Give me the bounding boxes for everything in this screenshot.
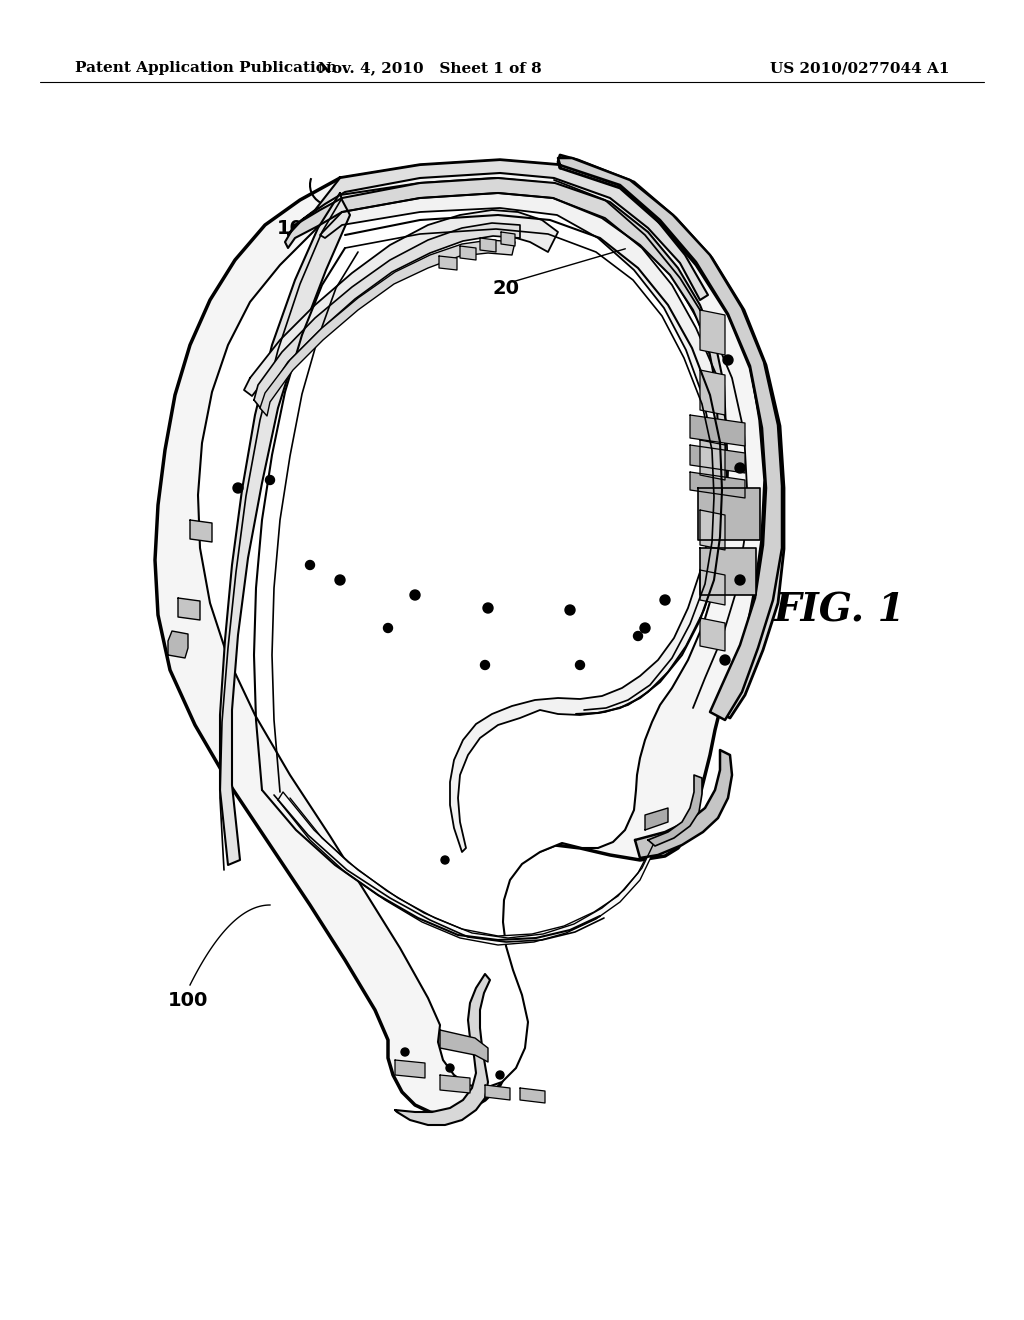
Polygon shape <box>288 160 708 300</box>
Circle shape <box>410 590 420 601</box>
Polygon shape <box>260 240 515 416</box>
Polygon shape <box>690 445 745 473</box>
Polygon shape <box>439 256 457 271</box>
Circle shape <box>480 660 489 669</box>
Polygon shape <box>700 440 725 480</box>
Polygon shape <box>700 618 725 651</box>
Circle shape <box>384 623 392 632</box>
Polygon shape <box>190 520 212 543</box>
Polygon shape <box>198 178 727 1088</box>
Text: Patent Application Publication: Patent Application Publication <box>75 61 337 75</box>
Polygon shape <box>244 210 558 396</box>
Polygon shape <box>558 154 784 718</box>
Polygon shape <box>700 570 725 605</box>
Circle shape <box>446 1064 454 1072</box>
Polygon shape <box>690 414 745 446</box>
Circle shape <box>483 603 493 612</box>
Polygon shape <box>155 160 765 1115</box>
Circle shape <box>441 855 449 865</box>
Text: 10: 10 <box>276 219 303 238</box>
Polygon shape <box>440 1074 470 1093</box>
Polygon shape <box>635 750 732 858</box>
Circle shape <box>305 561 314 569</box>
Polygon shape <box>278 792 652 945</box>
Polygon shape <box>648 775 702 846</box>
Polygon shape <box>700 548 756 595</box>
Polygon shape <box>460 246 476 260</box>
Polygon shape <box>501 232 515 246</box>
Circle shape <box>575 660 585 669</box>
Text: 20: 20 <box>493 279 519 297</box>
Text: Nov. 4, 2010   Sheet 1 of 8: Nov. 4, 2010 Sheet 1 of 8 <box>318 61 542 75</box>
Circle shape <box>401 1048 409 1056</box>
Circle shape <box>735 463 745 473</box>
Circle shape <box>720 655 730 665</box>
Polygon shape <box>700 370 725 414</box>
Circle shape <box>233 483 243 492</box>
Polygon shape <box>700 510 725 550</box>
Circle shape <box>735 576 745 585</box>
Polygon shape <box>485 1085 510 1100</box>
Polygon shape <box>395 974 490 1125</box>
Polygon shape <box>395 1060 425 1078</box>
Circle shape <box>634 631 642 640</box>
Polygon shape <box>254 223 520 411</box>
Circle shape <box>265 475 274 484</box>
Polygon shape <box>480 238 496 252</box>
Circle shape <box>723 355 733 366</box>
Text: FIG. 1: FIG. 1 <box>774 591 906 630</box>
Polygon shape <box>690 473 745 498</box>
Polygon shape <box>168 631 188 657</box>
Polygon shape <box>698 488 760 540</box>
Polygon shape <box>319 193 728 851</box>
Polygon shape <box>440 1030 488 1063</box>
Circle shape <box>640 623 650 634</box>
Circle shape <box>660 595 670 605</box>
Circle shape <box>565 605 575 615</box>
Circle shape <box>496 1071 504 1078</box>
Text: US 2010/0277044 A1: US 2010/0277044 A1 <box>770 61 950 75</box>
Polygon shape <box>700 310 725 355</box>
Polygon shape <box>645 808 668 830</box>
Polygon shape <box>520 1088 545 1104</box>
Polygon shape <box>220 193 350 865</box>
Polygon shape <box>285 178 726 430</box>
Text: 100: 100 <box>168 990 208 1010</box>
Polygon shape <box>178 598 200 620</box>
Polygon shape <box>558 158 782 719</box>
Circle shape <box>335 576 345 585</box>
